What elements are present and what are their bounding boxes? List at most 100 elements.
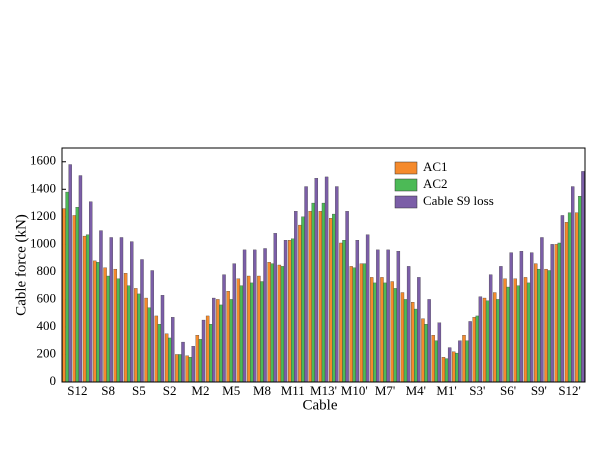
bar — [488, 274, 493, 383]
bar — [383, 282, 387, 383]
x-axis-label: Cable — [303, 397, 338, 413]
bar — [219, 304, 223, 383]
bar — [534, 263, 538, 383]
bar — [362, 263, 367, 383]
bar — [311, 202, 315, 383]
bar — [273, 233, 277, 383]
bar — [140, 259, 144, 383]
bar — [537, 268, 541, 383]
bar — [472, 317, 476, 383]
bar — [270, 263, 274, 383]
bar — [62, 208, 66, 383]
bar — [452, 351, 456, 383]
bar — [513, 278, 517, 383]
bar — [400, 292, 405, 383]
bar — [554, 244, 558, 383]
bar — [236, 278, 241, 383]
bar — [390, 281, 394, 383]
bar — [78, 175, 83, 383]
y-tick-label: 0 — [50, 373, 57, 388]
bar — [130, 241, 134, 383]
bar — [65, 191, 69, 383]
bar — [232, 263, 236, 383]
bar — [496, 299, 500, 383]
bar — [195, 335, 200, 383]
x-tick-label: M4' — [406, 383, 426, 398]
x-tick-label: M2 — [191, 383, 209, 398]
bar — [564, 222, 569, 383]
bar — [373, 282, 377, 383]
x-tick-label: S9' — [531, 383, 547, 398]
bar — [222, 274, 226, 383]
bar — [411, 302, 415, 383]
bar — [119, 237, 124, 383]
bar — [150, 270, 154, 383]
bar — [277, 264, 282, 383]
bar — [109, 237, 113, 383]
bar — [294, 211, 298, 383]
bar — [298, 224, 302, 383]
bar — [560, 215, 565, 383]
bar — [301, 216, 305, 383]
bar — [171, 317, 175, 383]
bar — [263, 248, 267, 383]
bar — [226, 291, 230, 383]
bar — [178, 354, 182, 383]
bar — [209, 324, 213, 383]
x-tick-label: S3' — [469, 383, 485, 398]
bar — [123, 273, 128, 383]
bar — [250, 282, 254, 383]
bar — [417, 277, 421, 383]
bar — [403, 299, 408, 383]
legend-swatch — [394, 161, 418, 175]
y-tick-label: 800 — [37, 263, 57, 278]
bar — [482, 297, 487, 383]
bar — [103, 267, 107, 383]
bar — [414, 308, 418, 383]
x-tick-label: S2 — [163, 383, 177, 398]
bar — [126, 285, 131, 383]
bar — [154, 315, 159, 383]
bar — [578, 196, 582, 383]
bar — [116, 278, 121, 383]
bar — [304, 186, 308, 383]
bar — [205, 315, 210, 383]
bar — [431, 335, 435, 383]
bar — [167, 337, 172, 383]
bar — [318, 211, 323, 383]
y-tick-label: 200 — [37, 345, 57, 360]
bar — [96, 262, 100, 383]
bar — [544, 268, 548, 383]
bar — [89, 201, 93, 383]
x-tick-label: S6' — [500, 383, 516, 398]
bar — [370, 277, 374, 383]
bar — [283, 240, 288, 383]
bar — [421, 318, 425, 383]
bar — [462, 335, 466, 383]
bar — [335, 186, 339, 383]
bar — [280, 266, 285, 383]
bar — [99, 230, 103, 383]
bar — [427, 299, 431, 383]
bar — [321, 202, 326, 383]
plot-frame — [61, 147, 586, 383]
x-tick-label: S12 — [67, 383, 87, 398]
bar — [267, 262, 271, 383]
x-tick-label: M13' — [310, 383, 337, 398]
bar — [478, 296, 483, 383]
bar — [503, 278, 507, 383]
bar — [458, 340, 462, 383]
bar — [376, 249, 380, 383]
x-tick-label: M8 — [253, 383, 271, 398]
x-tick-label: S8 — [101, 383, 115, 398]
bar — [147, 307, 151, 383]
bar — [557, 242, 562, 383]
bar — [314, 178, 319, 383]
legend-swatch — [394, 178, 418, 192]
bar — [242, 249, 247, 383]
bar — [291, 238, 295, 383]
bar — [359, 263, 364, 383]
bar — [257, 275, 261, 383]
bar — [181, 341, 185, 383]
bar — [396, 251, 401, 383]
